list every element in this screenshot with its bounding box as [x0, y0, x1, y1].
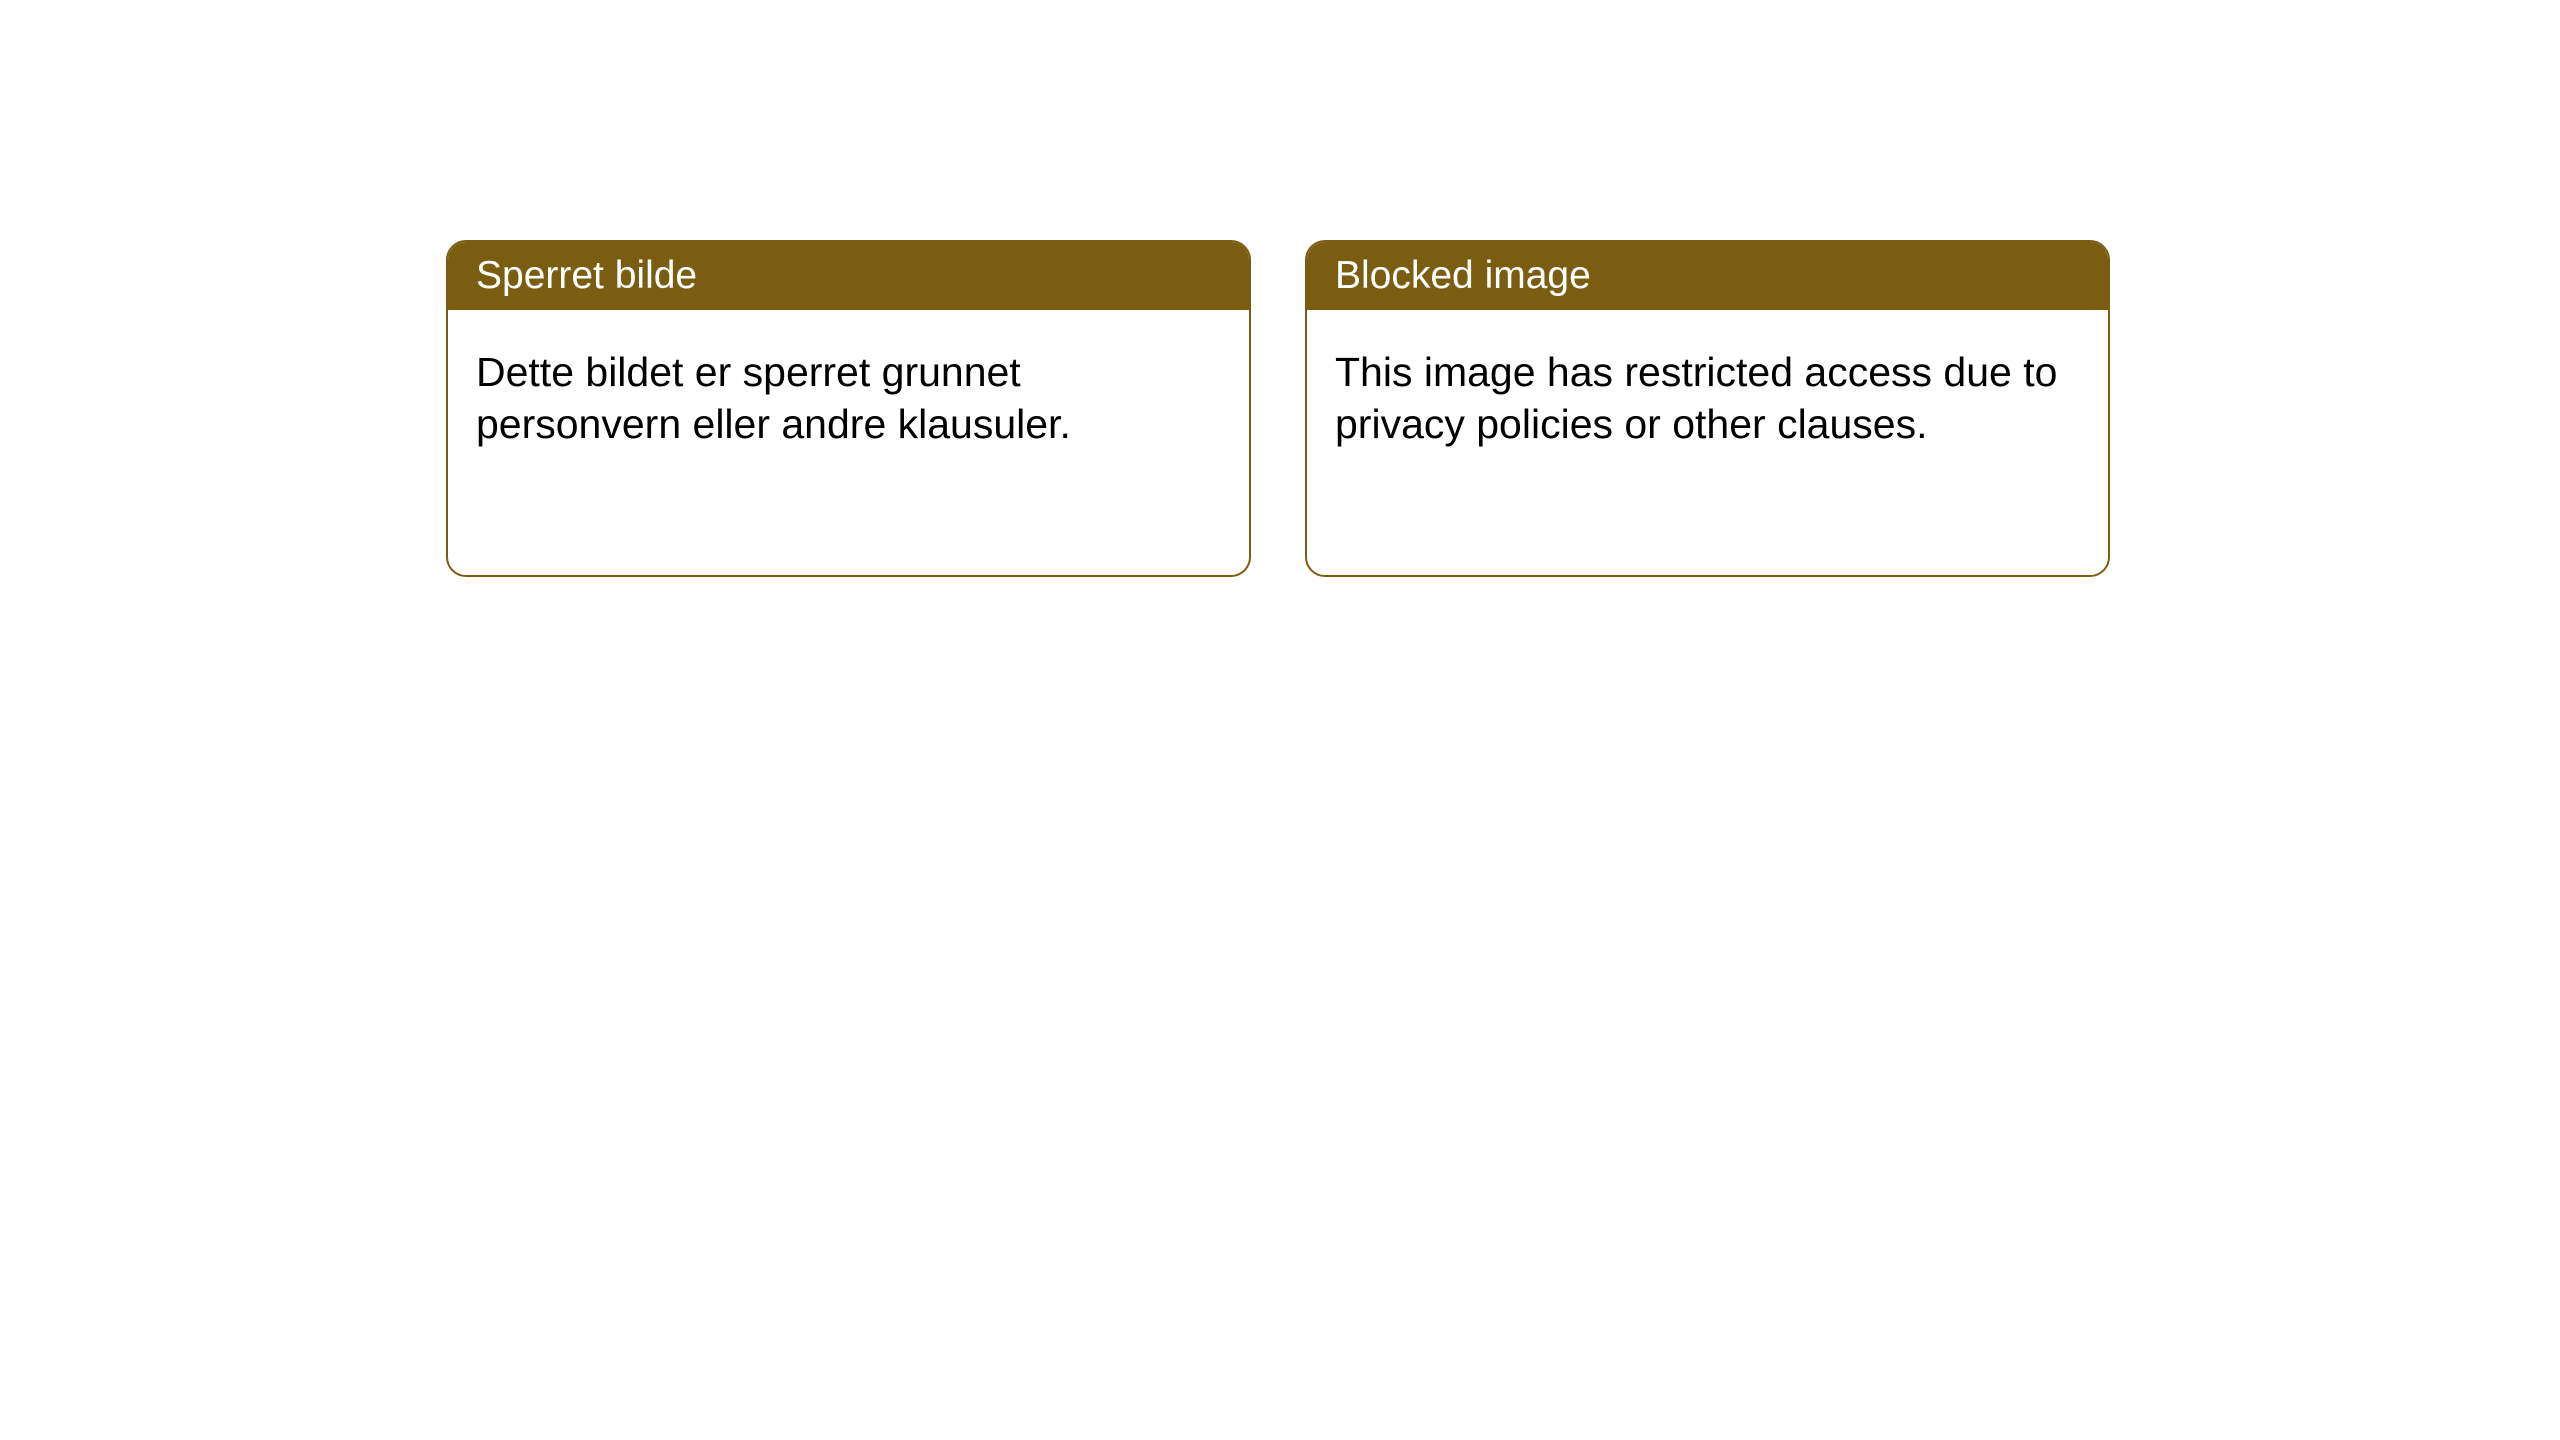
notice-card-norwegian: Sperret bilde Dette bildet er sperret gr… — [446, 240, 1251, 577]
notice-body: This image has restricted access due to … — [1307, 310, 2108, 487]
notice-container: Sperret bilde Dette bildet er sperret gr… — [0, 0, 2560, 577]
notice-card-english: Blocked image This image has restricted … — [1305, 240, 2110, 577]
notice-header: Blocked image — [1307, 242, 2108, 310]
notice-header: Sperret bilde — [448, 242, 1249, 310]
notice-body: Dette bildet er sperret grunnet personve… — [448, 310, 1249, 487]
